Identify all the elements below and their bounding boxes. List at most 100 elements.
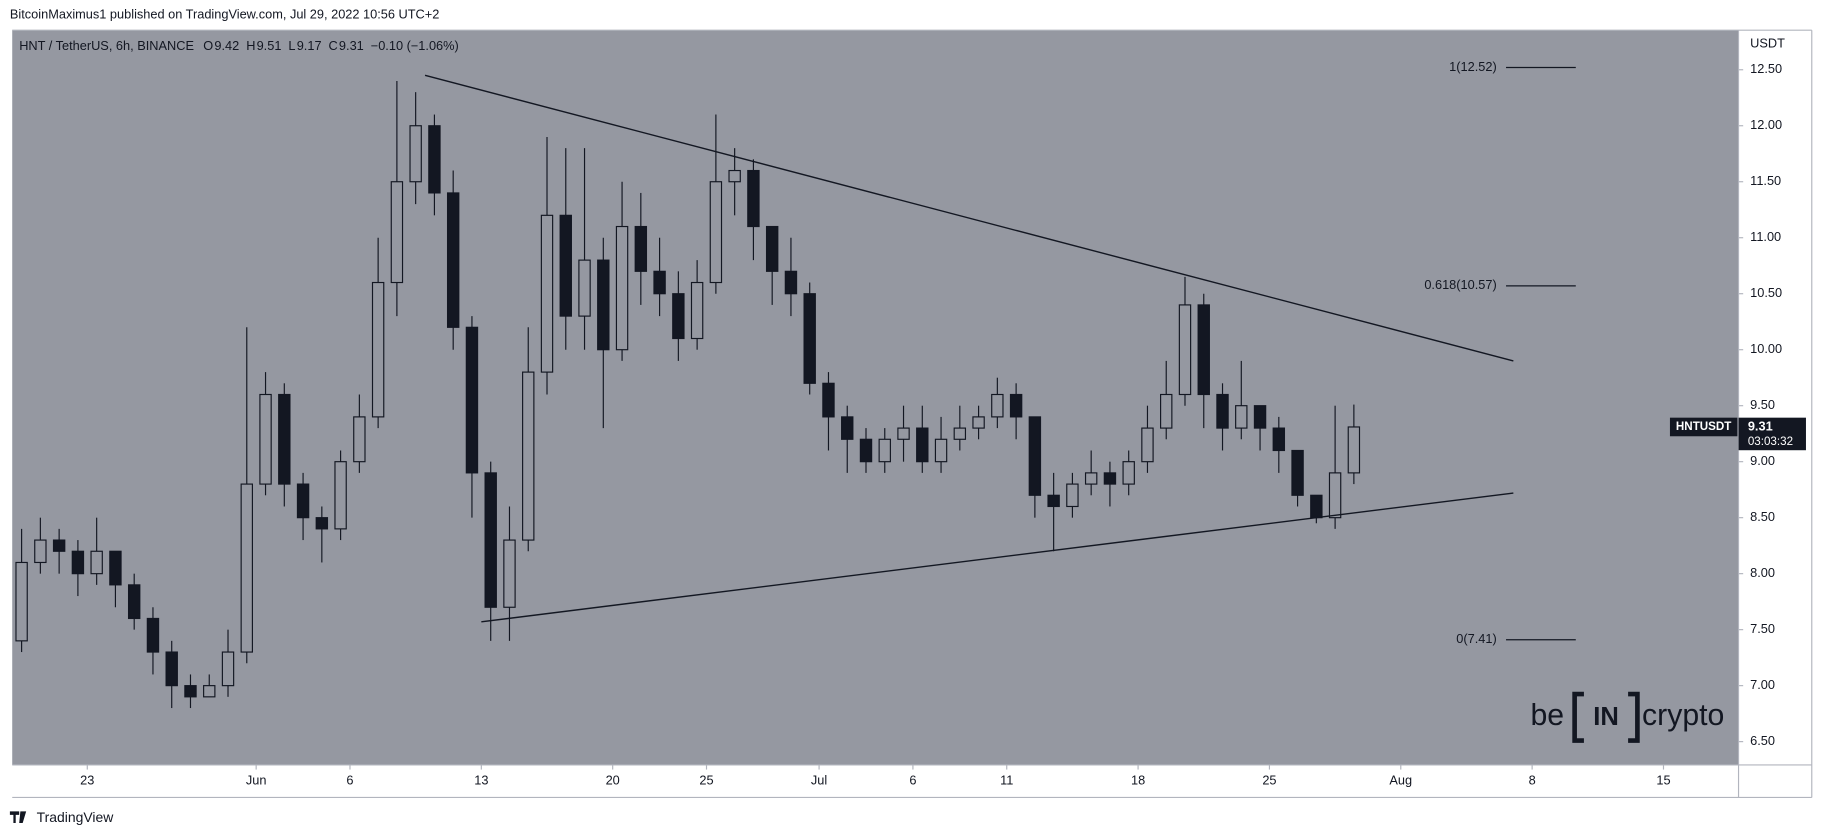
footer-logo (9, 811, 27, 824)
x-tick-label: 25 (699, 773, 713, 788)
candle-body (653, 270, 666, 295)
x-tick-label: 25 (1262, 773, 1276, 788)
candle-body (634, 225, 648, 272)
candle-body (484, 472, 497, 608)
x-tick-label: 18 (1131, 773, 1145, 788)
candle-body (784, 270, 798, 295)
symbol-title: HNT / TetherUS, 6h, BINANCE (19, 38, 194, 53)
x-tick-label: Jun (246, 773, 267, 788)
candle-body (34, 539, 47, 564)
footer-brand: TradingView (37, 809, 115, 825)
candle-body (540, 214, 554, 373)
candle-body (1328, 472, 1342, 519)
x-tick-label: 6 (909, 773, 916, 788)
candle-body (127, 584, 141, 620)
candle-body (146, 617, 160, 653)
candle-body (409, 125, 422, 183)
x-tick-label: 6 (346, 773, 353, 788)
candle-body (184, 685, 197, 698)
candle-body (522, 371, 535, 541)
legend-key: O (203, 38, 213, 53)
y-axis-unit: USDT (1750, 36, 1785, 51)
symbol-tag-label: HNTUSDT (1676, 420, 1731, 433)
candle-body (1197, 304, 1210, 396)
candle-body (1122, 461, 1135, 485)
legend-value: 9.31 (339, 38, 364, 53)
x-tick-label: 11 (1000, 773, 1013, 788)
x-tick-label: Aug (1389, 773, 1412, 788)
fib-label: 1(12.52) (1449, 59, 1497, 74)
legend-value: 9.42 (214, 38, 239, 53)
candle-body (1253, 405, 1267, 429)
legend-key: H (246, 38, 255, 53)
ohlc-legend: O 9.42 H 9.51 L 9.17 C 9.31 −0.10 (−1.06%) (203, 38, 459, 53)
y-tick-label: 7.00 (1750, 677, 1775, 692)
candle-body (278, 393, 291, 485)
candle-body (747, 169, 760, 228)
footer: TradingView (9, 809, 115, 825)
candle-body (315, 517, 329, 530)
candle-body (578, 259, 591, 317)
legend-value: 9.51 (257, 38, 282, 53)
price-tag (1738, 417, 1806, 451)
x-tick-label: 20 (606, 773, 620, 788)
y-tick-label: 12.00 (1750, 117, 1782, 132)
x-tick-label: 13 (474, 773, 488, 788)
candle-body (52, 539, 66, 552)
y-tick-label: 9.50 (1750, 397, 1775, 412)
y-tick-label: 10.50 (1750, 285, 1782, 300)
candle-body (446, 192, 460, 328)
candle-body (1235, 405, 1248, 429)
candle-body (1178, 304, 1192, 396)
x-tick-label: Jul (811, 773, 827, 788)
price-tag-countdown: 03:03:32 (1748, 435, 1793, 448)
fib-label: 0(7.41) (1456, 631, 1496, 646)
y-tick-label: 8.50 (1750, 509, 1775, 524)
candle-body (109, 550, 122, 586)
candle-body (428, 125, 441, 194)
candle-body (1160, 393, 1173, 429)
published-note: BitcoinMaximus1 published on TradingView… (10, 6, 439, 21)
candle-body (803, 293, 816, 384)
candle-body (934, 438, 948, 463)
candle-body (1047, 494, 1060, 508)
y-tick-label: 6.50 (1750, 733, 1775, 748)
x-tick-label: 15 (1656, 773, 1670, 788)
candle-body (1066, 483, 1079, 508)
symbol-tag (1669, 417, 1738, 437)
candle-body (353, 416, 366, 463)
candle-body (296, 483, 310, 519)
candle-body (1028, 416, 1042, 496)
candle-body (1216, 393, 1229, 429)
candle-body (991, 393, 1004, 418)
candle-body (897, 427, 910, 440)
candle-body (371, 281, 385, 418)
y-tick-label: 9.00 (1750, 453, 1775, 468)
candle-body (334, 461, 347, 530)
candle-body (615, 225, 629, 351)
candle-body (465, 326, 479, 474)
trendline (424, 74, 1514, 362)
y-tick-label: 11.00 (1750, 229, 1781, 244)
y-tick-label: 11.50 (1750, 173, 1781, 188)
candle-body (165, 651, 178, 687)
plot-background (12, 30, 1739, 765)
candle-body (878, 438, 891, 463)
candle-body (728, 169, 741, 183)
legend-key: L (288, 38, 295, 53)
candle-body (240, 483, 253, 653)
candle-body (559, 214, 572, 317)
candle-body (841, 416, 854, 440)
candle-body (221, 651, 235, 687)
legend-value: 9.17 (297, 38, 322, 53)
candle-body (672, 293, 685, 340)
y-tick-label: 7.50 (1750, 621, 1775, 636)
watermark-bracket (1572, 691, 1640, 743)
watermark-text: crypto (1642, 699, 1724, 732)
legend-key: C (329, 38, 338, 53)
candle-body (972, 416, 985, 429)
watermark-text: IN (1593, 703, 1619, 731)
candle-body (690, 281, 704, 340)
watermark-text: be (1530, 699, 1564, 732)
